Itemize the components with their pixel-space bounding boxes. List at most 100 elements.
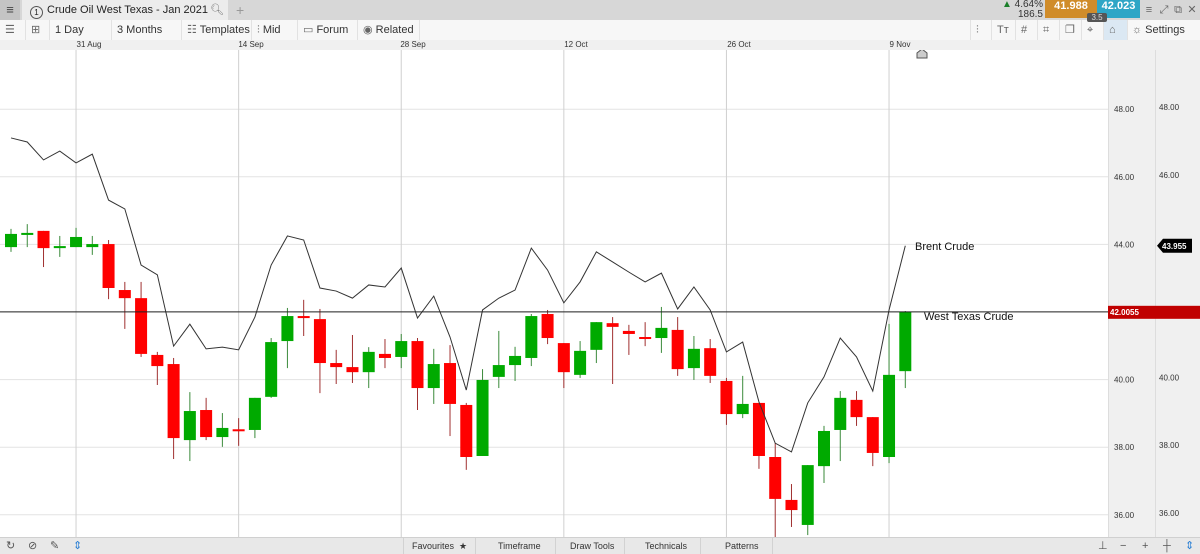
- candle: [216, 413, 229, 447]
- candle-body: [834, 397, 847, 430]
- candle: [671, 317, 684, 376]
- sell-price-button[interactable]: 41.988: [1045, 0, 1097, 18]
- candle: [70, 227, 83, 248]
- candle-body: [330, 363, 343, 368]
- secondary-price-axis[interactable]: [1155, 50, 1200, 537]
- favourites-button[interactable]: Favourites ★: [403, 538, 477, 554]
- grid-icon[interactable]: #: [1016, 20, 1038, 40]
- candle-body: [135, 298, 148, 354]
- gear-icon: ☼: [1132, 24, 1146, 36]
- expand-icon[interactable]: ⤢: [1159, 4, 1169, 16]
- candle: [200, 397, 213, 441]
- candle-body: [460, 404, 473, 458]
- x-tick-label: 14 Sep: [238, 40, 264, 49]
- candle-body: [883, 374, 896, 458]
- x-tick-label: 28 Sep: [400, 40, 426, 49]
- timeframe-button[interactable]: Timeframe: [484, 538, 556, 554]
- price-type-button[interactable]: ⫶ Mid: [252, 20, 298, 40]
- y-tick-label: 44.00: [1114, 240, 1135, 249]
- price-axis[interactable]: [1108, 50, 1156, 537]
- candle: [427, 348, 440, 404]
- scroll-icon[interactable]: ⇕: [1185, 540, 1195, 552]
- candle: [444, 345, 457, 437]
- bottom-toolbar: ↻ ⊘ ✎ ⇕ Favourites ★ Timeframe Draw Tool…: [0, 537, 1200, 554]
- no-draw-icon[interactable]: ⊘: [28, 540, 38, 552]
- candles-icon: ⫶: [257, 24, 263, 36]
- related-button[interactable]: ◉ Related: [358, 20, 420, 40]
- popout-icon[interactable]: ⧉: [1174, 4, 1182, 16]
- templates-button[interactable]: ☷ Templates: [182, 20, 252, 40]
- candle-body: [639, 337, 652, 340]
- candle-body: [86, 244, 99, 248]
- candle-body: [850, 399, 863, 418]
- list-icon[interactable]: ☰: [0, 20, 26, 40]
- candle-body: [444, 363, 457, 404]
- chart-tab[interactable]: 1 Crude Oil West Texas - Jan 2021 🔍︎: [22, 0, 228, 20]
- settings-button[interactable]: ☼ Settings: [1128, 20, 1200, 40]
- forum-label: Forum: [316, 24, 349, 36]
- tab-title: Crude Oil West Texas - Jan 2021: [47, 4, 209, 16]
- candle: [183, 392, 196, 462]
- candle: [834, 391, 847, 462]
- candle-body: [102, 244, 115, 289]
- candle: [37, 230, 50, 268]
- fit-icon[interactable]: ⊥: [1098, 540, 1108, 552]
- candle: [362, 347, 375, 389]
- interval-select[interactable]: 1 Day: [50, 20, 112, 40]
- x-tick-label: 12 Oct: [564, 40, 588, 49]
- candle-body: [769, 457, 782, 499]
- buy-price-button[interactable]: 42.023: [1097, 0, 1140, 18]
- layers-icon[interactable]: ❐: [1060, 20, 1082, 40]
- alert-marker-icon[interactable]: [916, 50, 928, 59]
- zoom-out-icon[interactable]: −: [1120, 540, 1127, 552]
- chat-icon: ▭: [303, 24, 317, 36]
- range-select[interactable]: 3 Months: [112, 20, 182, 40]
- spread-badge: 3.5: [1087, 13, 1107, 22]
- candle: [21, 224, 34, 248]
- forum-button[interactable]: ▭ Forum: [298, 20, 358, 40]
- vertical-scroll-icon[interactable]: ⇕: [73, 540, 83, 552]
- draw-tools-button[interactable]: Draw Tools: [560, 538, 626, 554]
- candle: [118, 281, 131, 329]
- candlestick-chart[interactable]: Brent Crude West Texas Crude 48.00 46.00 4…: [0, 50, 1200, 537]
- text-size-icon[interactable]: Tт: [992, 20, 1016, 40]
- search-icon[interactable]: 🔍︎: [210, 4, 224, 16]
- tag-icon[interactable]: ⌂: [1104, 20, 1128, 40]
- candle: [704, 339, 717, 383]
- candle: [395, 333, 408, 369]
- tab-number: 1: [30, 6, 43, 19]
- candle-body: [720, 380, 733, 415]
- wti-series-label: West Texas Crude: [924, 311, 1013, 323]
- candle-body: [281, 316, 294, 342]
- technicals-button[interactable]: Technicals: [632, 538, 702, 554]
- candle-body: [687, 348, 700, 369]
- price-scale-icon[interactable]: ⫶: [970, 20, 992, 40]
- close-icon[interactable]: ✕: [1187, 4, 1197, 16]
- candle-body: [622, 330, 635, 334]
- crosshair-icon[interactable]: ⌖: [1082, 20, 1104, 40]
- candle-body: [232, 429, 245, 432]
- candle: [899, 310, 912, 389]
- candle: [720, 377, 733, 425]
- patterns-button[interactable]: Patterns: [712, 538, 773, 554]
- candle-body: [53, 246, 66, 249]
- secondary-y-tick-label: 36.00: [1159, 509, 1180, 518]
- secondary-y-tick-label: 46.00: [1159, 171, 1180, 180]
- refresh-icon[interactable]: ↻: [6, 540, 16, 552]
- brent-price-label: 43.955: [1162, 242, 1187, 251]
- candle-body: [362, 351, 375, 373]
- drag-handle-icon[interactable]: ≡: [1145, 4, 1153, 16]
- layout-grid-icon[interactable]: ⊞: [26, 20, 50, 40]
- pencil-icon[interactable]: ✎: [50, 540, 60, 552]
- candle-body: [200, 410, 213, 438]
- candle: [330, 349, 343, 384]
- brent-price-tag: 43.955: [1157, 238, 1192, 253]
- crosshair-toggle-icon[interactable]: ┼: [1163, 540, 1171, 552]
- candle: [248, 397, 261, 439]
- wti-price-tag: 42.0055: [1108, 305, 1200, 319]
- zoom-in-icon[interactable]: +: [1142, 540, 1149, 552]
- add-tab-button[interactable]: +: [236, 2, 245, 18]
- hamburger-icon[interactable]: ≡: [0, 0, 20, 20]
- crosshair-filter-icon[interactable]: ⌗: [1038, 20, 1060, 40]
- candle-body: [655, 327, 668, 339]
